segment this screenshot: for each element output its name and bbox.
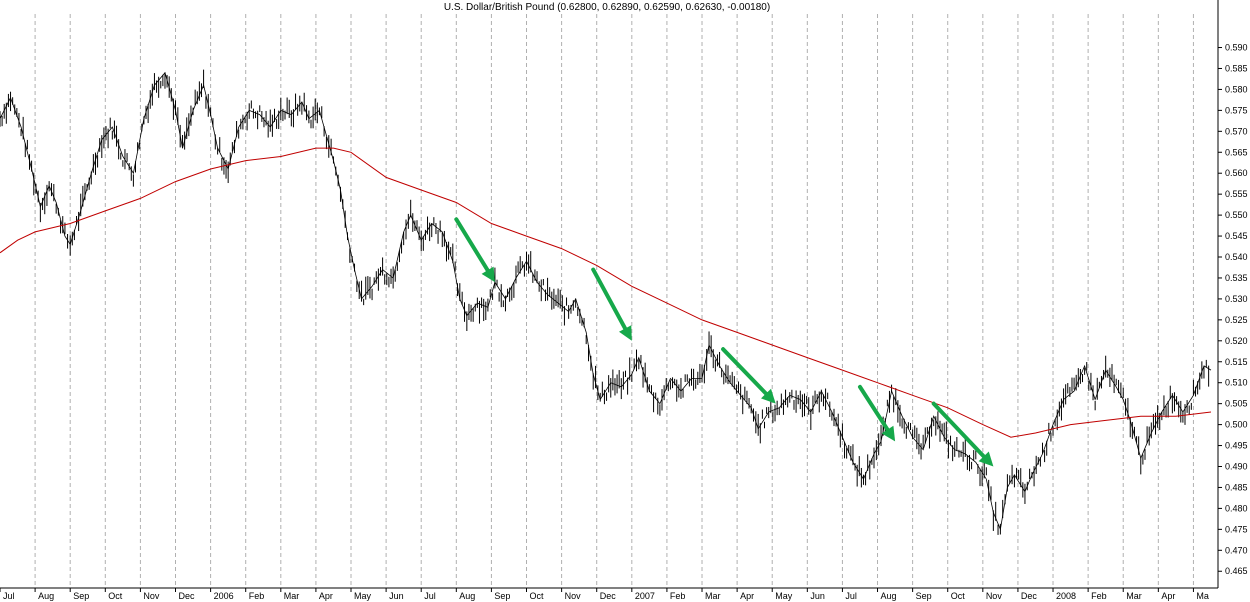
y-tick-label-10: 0.515 — [1225, 357, 1248, 367]
y-tick-label-16: 0.545 — [1225, 231, 1248, 241]
x-tick-label-29: Dec — [1021, 591, 1038, 601]
x-tick-label-0: Jul — [3, 591, 15, 601]
x-tick-label-13: Aug — [459, 591, 475, 601]
x-tick-label-4: Nov — [143, 591, 160, 601]
down-arrow-4 — [931, 401, 994, 467]
x-tick-label-7: Feb — [249, 591, 265, 601]
grid-layer — [34, 14, 1194, 588]
x-tick-label-19: Feb — [670, 591, 686, 601]
arrow-shaft-1 — [591, 267, 628, 331]
arrow-head-3 — [881, 425, 896, 442]
y-tick-label-21: 0.570 — [1225, 126, 1248, 136]
x-tick-label-23: Jun — [810, 591, 825, 601]
x-tick-label-17: Dec — [600, 591, 617, 601]
x-tick-label-21: Apr — [740, 591, 754, 601]
down-arrow-2 — [721, 347, 776, 404]
x-tick-label-15: Oct — [530, 591, 545, 601]
down-arrow-3 — [857, 384, 896, 442]
arrow-head-4 — [978, 451, 994, 467]
x-tick-label-11: Jun — [389, 591, 404, 601]
arrow-shaft-0 — [454, 217, 490, 273]
y-tick-label-7: 0.500 — [1225, 420, 1248, 430]
arrow-shaft-4 — [931, 401, 986, 459]
y-tick-label-2: 0.475 — [1225, 524, 1248, 534]
y-tick-label-13: 0.530 — [1225, 294, 1248, 304]
x-tick-label-5: Dec — [179, 591, 196, 601]
price-line — [0, 71, 1212, 531]
annotation-layer — [454, 217, 994, 467]
x-tick-label-32: Mar — [1126, 591, 1142, 601]
x-tick-label-16: Nov — [565, 591, 582, 601]
y-tick-label-22: 0.575 — [1225, 105, 1248, 115]
arrow-head-0 — [481, 266, 495, 283]
y-tick-label-3: 0.480 — [1225, 503, 1248, 513]
x-tick-label-6: 2006 — [214, 591, 234, 601]
x-tick-label-27: Oct — [951, 591, 966, 601]
y-tick-label-17: 0.550 — [1225, 210, 1248, 220]
y-tick-label-23: 0.580 — [1225, 84, 1248, 94]
x-tick-label-25: Aug — [881, 591, 897, 601]
y-tick-label-6: 0.495 — [1225, 441, 1248, 451]
y-tick-label-18: 0.555 — [1225, 189, 1248, 199]
price-series — [0, 69, 1212, 535]
y-tick-label-1: 0.470 — [1225, 545, 1248, 555]
arrow-shaft-2 — [721, 347, 768, 396]
x-tick-label-33: Apr — [1161, 591, 1175, 601]
x-tick-label-34: Ma — [1196, 591, 1209, 601]
x-tick-label-1: Aug — [38, 591, 54, 601]
x-tick-label-30: 2008 — [1056, 591, 1076, 601]
x-tick-label-22: May — [775, 591, 793, 601]
down-arrow-0 — [454, 217, 495, 283]
x-tick-label-2: Sep — [73, 591, 89, 601]
x-tick-label-26: Sep — [916, 591, 932, 601]
x-tick-label-12: Jul — [424, 591, 436, 601]
y-tick-label-19: 0.560 — [1225, 168, 1248, 178]
x-tick-label-28: Nov — [986, 591, 1003, 601]
x-tick-label-31: Feb — [1091, 591, 1107, 601]
y-tick-label-11: 0.520 — [1225, 336, 1248, 346]
arrow-shaft-3 — [857, 384, 890, 432]
x-tick-label-10: May — [354, 591, 372, 601]
series-layer — [0, 69, 1212, 535]
x-tick-label-8: Mar — [284, 591, 300, 601]
y-tick-label-12: 0.525 — [1225, 315, 1248, 325]
x-tick-label-18: 2007 — [635, 591, 655, 601]
chart-title: U.S. Dollar/British Pound (0.62800, 0.62… — [444, 2, 770, 13]
y-tick-label-24: 0.585 — [1225, 63, 1248, 73]
y-tick-label-5: 0.490 — [1225, 461, 1248, 471]
y-tick-label-9: 0.510 — [1225, 378, 1248, 388]
x-tick-label-14: Sep — [494, 591, 510, 601]
x-tick-label-3: Oct — [108, 591, 123, 601]
x-tick-label-20: Mar — [705, 591, 721, 601]
x-tick-label-9: Apr — [319, 591, 333, 601]
y-tick-label-0: 0.465 — [1225, 566, 1248, 576]
moving-average-line — [0, 147, 1212, 438]
x-tick-label-24: Jul — [845, 591, 857, 601]
y-tick-label-25: 0.590 — [1225, 43, 1248, 53]
down-arrow-1 — [591, 267, 632, 341]
y-tick-label-8: 0.505 — [1225, 399, 1248, 409]
y-tick-label-14: 0.535 — [1225, 273, 1248, 283]
arrow-head-1 — [619, 325, 632, 341]
y-tick-label-15: 0.540 — [1225, 252, 1248, 262]
arrow-head-2 — [761, 388, 776, 404]
y-tick-label-20: 0.565 — [1225, 147, 1248, 157]
y-tick-label-4: 0.485 — [1225, 482, 1248, 492]
